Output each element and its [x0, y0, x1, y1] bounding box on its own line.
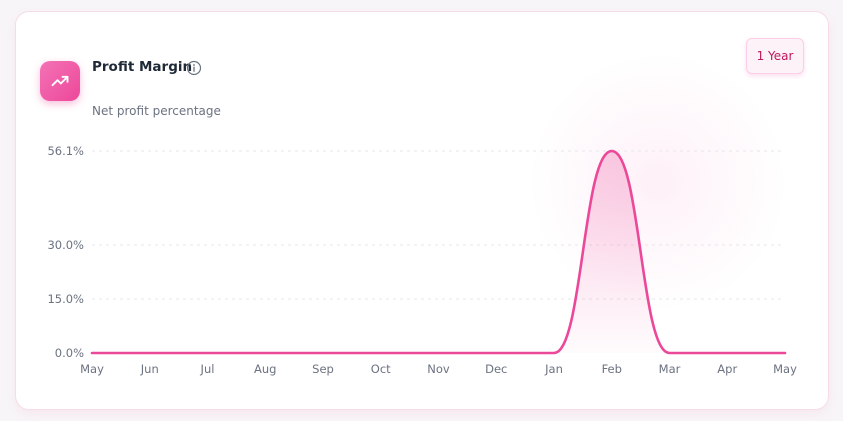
x-tick-label: Apr	[717, 362, 737, 376]
data-point[interactable]	[262, 350, 268, 356]
x-tick-label: Mar	[659, 362, 681, 376]
y-tick-label: 15.0%	[47, 292, 84, 306]
card-subtitle: Net profit percentage	[92, 104, 221, 118]
data-point[interactable]	[436, 350, 442, 356]
x-tick-label: Dec	[485, 362, 507, 376]
data-point[interactable]	[378, 350, 384, 356]
x-tick-label: Nov	[427, 362, 450, 376]
data-point[interactable]	[147, 350, 153, 356]
series-area	[92, 151, 785, 353]
x-tick-label: Aug	[254, 362, 276, 376]
y-tick-label: 30.0%	[47, 238, 84, 252]
trending-up-icon	[40, 61, 80, 101]
x-tick-label: Sep	[312, 362, 334, 376]
data-point[interactable]	[89, 350, 95, 356]
data-point[interactable]	[551, 350, 557, 356]
data-point[interactable]	[493, 350, 499, 356]
x-tick-label: May	[80, 362, 104, 376]
x-tick-label: Oct	[371, 362, 391, 376]
y-tick-label: 56.1%	[47, 144, 84, 158]
data-point[interactable]	[724, 350, 730, 356]
data-point[interactable]	[782, 350, 788, 356]
info-icon[interactable]	[186, 60, 202, 76]
x-tick-label: May	[773, 362, 797, 376]
y-tick-label: 0.0%	[55, 346, 84, 360]
x-tick-label: Jan	[544, 362, 563, 376]
data-point[interactable]	[320, 350, 326, 356]
card-title: Profit Margin	[92, 59, 193, 75]
x-tick-label: Feb	[602, 362, 622, 376]
data-point[interactable]	[205, 350, 211, 356]
background-glow	[528, 52, 788, 312]
x-tick-label: Jul	[200, 362, 215, 376]
data-point[interactable]	[667, 350, 673, 356]
data-point[interactable]	[609, 148, 615, 154]
profit-margin-card: Profit Margin Net profit percentage 1 Ye…	[15, 11, 829, 410]
series-line	[90, 149, 787, 355]
time-range-button[interactable]: 1 Year	[746, 38, 804, 74]
x-tick-label: Jun	[140, 362, 159, 376]
